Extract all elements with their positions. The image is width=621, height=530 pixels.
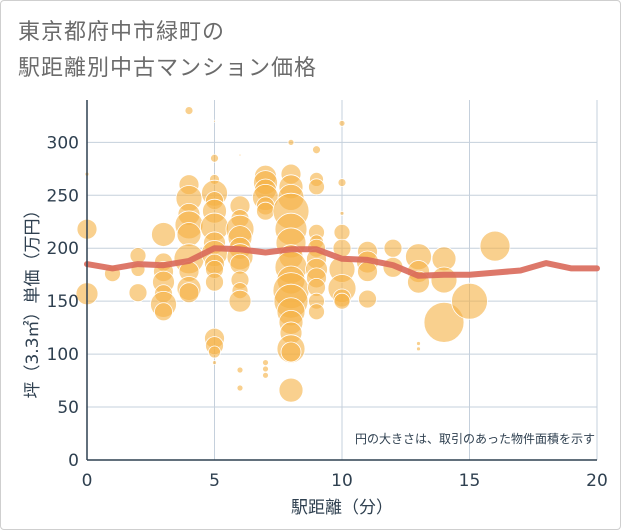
bubble-point: [333, 292, 351, 310]
y-tick-label: 50: [57, 398, 79, 418]
chart-title-line2: 駅距離別中古マンション価格: [18, 56, 318, 81]
y-tick-label: 100: [47, 345, 79, 365]
bubble-point: [337, 178, 347, 187]
size-note: 円の大きさは、取引のあった物件面積を示す: [355, 431, 595, 446]
bubble-point: [205, 272, 224, 292]
bubble-point: [212, 360, 217, 365]
bubble-point: [208, 345, 221, 359]
bubble-point: [358, 289, 377, 309]
bubble-point: [210, 153, 219, 163]
bubble-point: [238, 153, 242, 157]
x-tick-label: 15: [459, 471, 481, 491]
bubble-point: [213, 119, 216, 123]
y-tick-label: 0: [68, 451, 79, 471]
bubble-point: [430, 266, 458, 294]
bubble-point: [308, 303, 325, 321]
bubbles-layer: [75, 106, 511, 403]
bubble-point: [357, 261, 378, 282]
y-tick-label: 300: [47, 133, 79, 153]
bubble-point: [451, 282, 488, 320]
bubble-point: [339, 210, 345, 216]
bubble-point: [176, 222, 202, 247]
trend-line-layer: [84, 245, 600, 279]
y-tick-label: 200: [47, 239, 79, 259]
bubble-point: [256, 201, 275, 221]
y-tick-label: 150: [47, 292, 79, 312]
bubble-point: [278, 377, 304, 403]
bubble-point: [178, 282, 200, 304]
bubble-point: [383, 238, 403, 258]
x-tick-label: 5: [209, 471, 220, 491]
bubble-point: [333, 223, 351, 241]
y-axis-title: 坪（3.3㎡）単価（万円）: [23, 201, 43, 398]
bubble-point: [308, 178, 325, 196]
bubble-point: [312, 145, 321, 155]
x-tick-label: 20: [586, 471, 608, 491]
bubble-point: [416, 341, 421, 346]
x-tick-label: 10: [331, 471, 353, 491]
bubble-point: [280, 341, 302, 363]
bubble-point: [236, 384, 244, 392]
bubble-point: [262, 359, 269, 366]
bubble-point: [236, 366, 244, 374]
bubble-point: [287, 138, 295, 146]
bubble-point: [262, 371, 269, 379]
y-tick-label: 250: [47, 186, 79, 206]
bubble-point: [228, 289, 252, 313]
bubble-point: [184, 106, 194, 115]
x-axis-title: 駅距離（分）: [291, 498, 393, 518]
bubble-point: [262, 365, 269, 373]
bubble-point: [338, 119, 346, 127]
trend-line: [84, 245, 600, 279]
bubble-point: [479, 230, 511, 262]
x-tick-label: 0: [82, 471, 93, 491]
bubble-point: [154, 302, 173, 322]
bubble-point: [416, 346, 421, 352]
bubble-point: [128, 283, 148, 303]
bubble-point: [151, 222, 176, 247]
bubble-point: [423, 301, 465, 343]
chart-title-line1: 東京都府中市緑町の: [18, 20, 226, 45]
